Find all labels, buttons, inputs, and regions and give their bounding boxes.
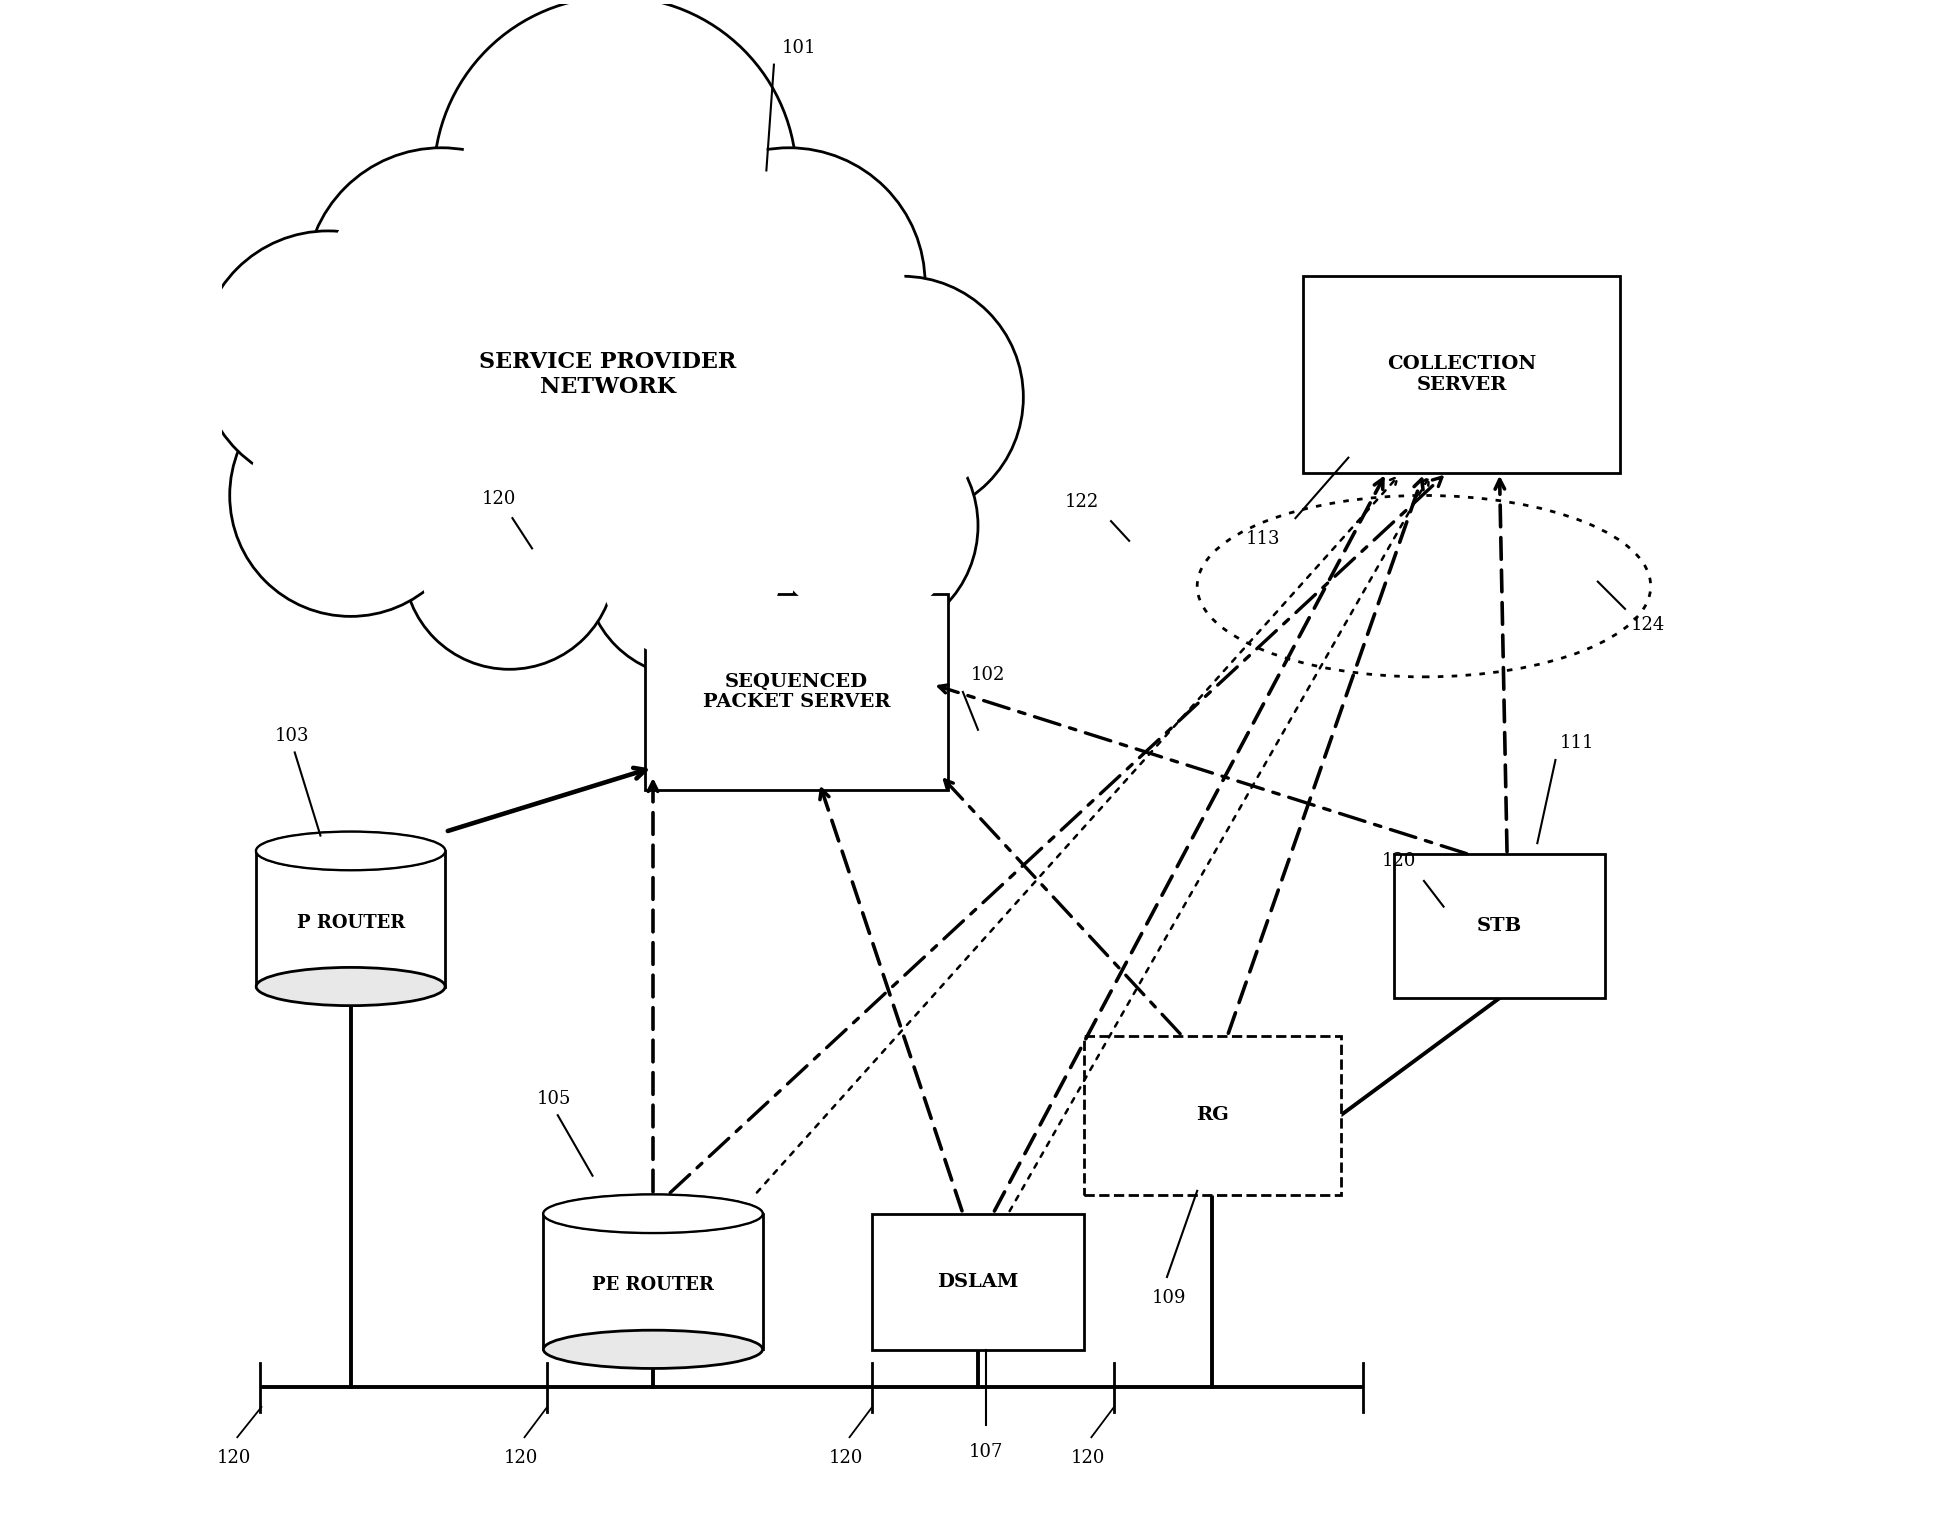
Circle shape	[600, 482, 780, 661]
Ellipse shape	[328, 208, 901, 572]
Circle shape	[403, 458, 616, 669]
Text: STB: STB	[1476, 917, 1521, 935]
Circle shape	[248, 392, 454, 599]
Text: 122: 122	[1064, 492, 1099, 511]
Ellipse shape	[543, 1330, 762, 1368]
Circle shape	[326, 169, 557, 400]
Ellipse shape	[256, 831, 446, 869]
Bar	[256, 851, 446, 986]
Text: 120: 120	[502, 1450, 538, 1467]
Text: 109: 109	[1151, 1289, 1187, 1307]
Bar	[1394, 854, 1605, 999]
Circle shape	[229, 374, 471, 617]
Text: 120: 120	[481, 489, 516, 508]
Circle shape	[305, 147, 577, 420]
Circle shape	[418, 474, 598, 654]
Circle shape	[782, 277, 1022, 518]
Bar	[645, 594, 948, 790]
Bar	[872, 1213, 1083, 1350]
Text: 120: 120	[217, 1450, 252, 1467]
Text: 111: 111	[1560, 734, 1593, 752]
Text: 102: 102	[970, 666, 1005, 684]
Ellipse shape	[543, 1195, 762, 1233]
Circle shape	[768, 429, 960, 622]
Circle shape	[751, 412, 978, 638]
Circle shape	[461, 24, 768, 333]
Text: 105: 105	[536, 1090, 571, 1108]
Text: COLLECTION
SERVER: COLLECTION SERVER	[1386, 356, 1535, 394]
Text: PE ROUTER: PE ROUTER	[592, 1277, 714, 1295]
Text: 107: 107	[968, 1444, 1003, 1461]
Text: 124: 124	[1630, 617, 1664, 634]
Bar	[543, 1214, 762, 1350]
Circle shape	[585, 465, 796, 676]
Text: 120: 120	[1382, 853, 1415, 871]
Text: RG: RG	[1195, 1107, 1228, 1125]
Circle shape	[653, 147, 925, 420]
Text: SERVICE PROVIDER
NETWORK: SERVICE PROVIDER NETWORK	[479, 351, 735, 398]
Text: 103: 103	[276, 727, 309, 745]
Ellipse shape	[543, 1195, 762, 1233]
Bar	[1302, 277, 1619, 473]
Circle shape	[219, 251, 438, 468]
Text: 113: 113	[1245, 530, 1281, 549]
Circle shape	[800, 295, 1005, 500]
Text: P ROUTER: P ROUTER	[297, 914, 405, 932]
Circle shape	[434, 0, 796, 359]
Ellipse shape	[256, 967, 446, 1006]
Text: 120: 120	[829, 1450, 862, 1467]
Text: 120: 120	[1069, 1450, 1105, 1467]
Text: SEQUENCED
PACKET SERVER: SEQUENCED PACKET SERVER	[702, 672, 890, 711]
Text: 101: 101	[782, 40, 815, 58]
Bar	[1083, 1035, 1339, 1195]
Text: DSLAM: DSLAM	[936, 1272, 1019, 1290]
Ellipse shape	[268, 155, 962, 610]
Circle shape	[199, 231, 456, 488]
Circle shape	[673, 169, 905, 400]
Ellipse shape	[256, 831, 446, 869]
